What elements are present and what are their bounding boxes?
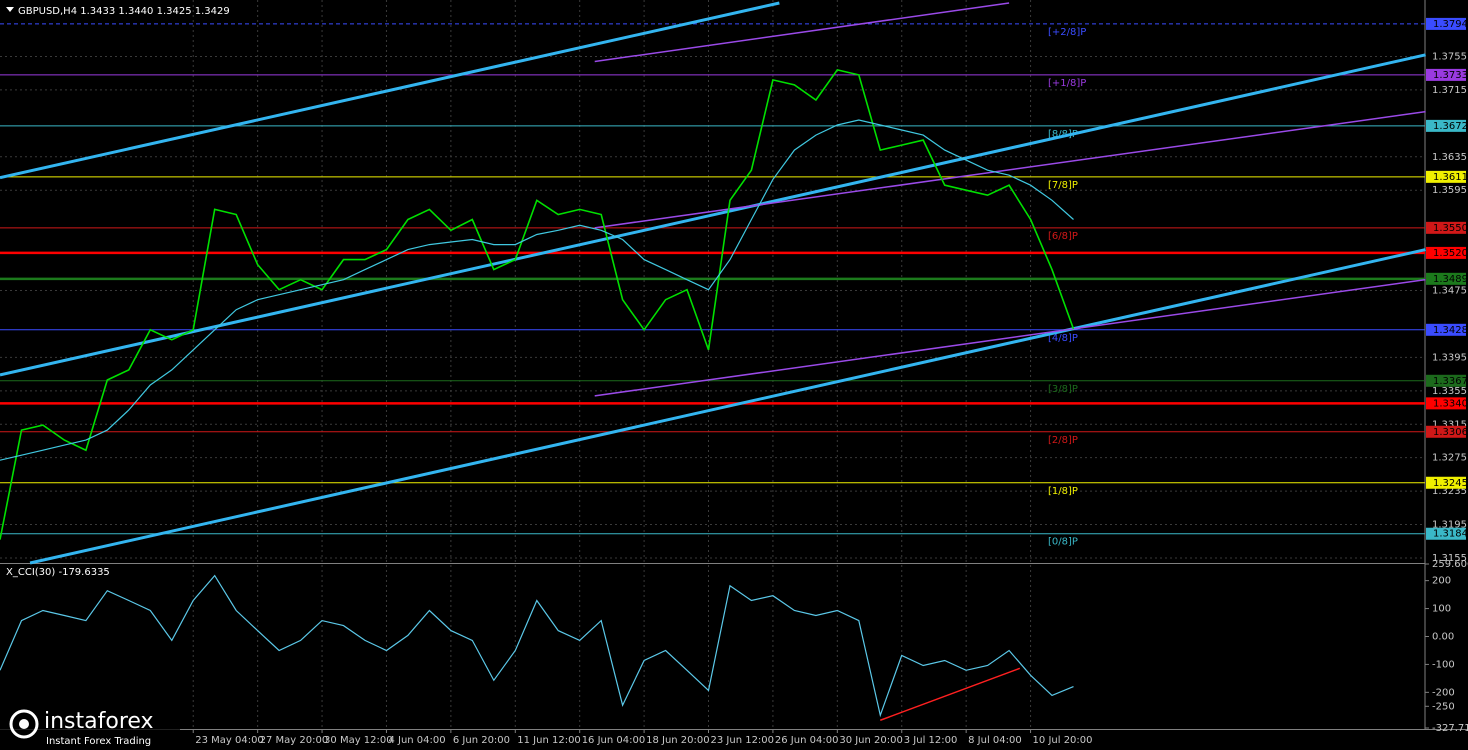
level-price-label: 1.3794 [1433,19,1468,30]
y-tick-label: 259.6065 [1432,559,1468,570]
price-line [0,68,1075,540]
y-tick-label: 1.3275 [1432,453,1467,464]
logo-tagline: Instant Forex Trading [46,736,151,747]
level-price-label: 1.3340 [1433,398,1468,409]
trend-line [594,110,1426,229]
y-tick-label: -200 [1432,687,1455,698]
x-tick-label: 30 Jun 20:00 [839,735,903,746]
level-tag: [7/8]P [1048,180,1078,191]
level-tag: [1/8]P [1048,486,1078,497]
panel-title: X_CCI(30) -179.6335 [6,567,110,578]
level-tag: [8/8]P [1048,129,1078,140]
level-price-label: 1.3489 [1433,274,1468,285]
level-price-box [1426,17,1466,30]
x-tick-label: 11 Jun 12:00 [517,735,581,746]
trend-line [594,278,1426,397]
x-tick-label: 18 Jun 20:00 [646,735,710,746]
price-line [0,119,1074,461]
level-price-label: 1.3428 [1433,325,1468,336]
y-tick-label: 1.3355 [1432,386,1467,397]
y-tick-label: 1.3755 [1432,51,1467,62]
level-tag: [+2/8]P [1048,27,1086,38]
y-tick-label: 1.3395 [1432,352,1467,363]
level-price-label: 1.3733 [1433,70,1468,81]
logo-icon-core [19,719,29,729]
level-price-label: 1.3611 [1433,172,1468,183]
y-tick-label: -327.719 [1432,723,1468,734]
menu-triangle [6,7,14,12]
trend-line [29,248,1426,565]
level-tag: [+1/8]P [1048,78,1086,89]
level-price-box [1426,246,1466,259]
trend-line [880,667,1021,721]
y-tick-label: 100 [1432,604,1451,615]
level-price-label: 1.3367 [1433,376,1468,387]
y-tick-label: 1.3315 [1432,419,1467,430]
x-tick-label: 4 Jun 04:00 [388,735,445,746]
y-tick-label: 1.3715 [1432,85,1467,96]
level-price-label: 1.3520 [1433,248,1468,259]
logo-icon [9,709,39,739]
level-price-box [1426,323,1466,336]
level-price-box [1426,374,1466,387]
level-price-box [1426,221,1466,234]
level-price-label: 1.3184 [1433,529,1468,540]
watermark: instaforex Instant Forex Trading [0,706,180,750]
y-tick-label: 0.00 [1432,631,1454,642]
trend-line [0,1,780,180]
y-tick-label: -250 [1432,701,1455,712]
level-price-box [1426,170,1466,183]
y-tick-label: 1.3475 [1432,286,1467,297]
y-tick-label: 1.3235 [1432,486,1467,497]
level-price-box [1426,119,1466,132]
panel-title: GBPUSD,H4 1.3433 1.3440 1.3425 1.3429 [18,6,230,17]
trend-line [0,53,1426,377]
trend-line [594,2,1010,63]
level-price-box [1426,272,1466,285]
level-price-label: 1.3306 [1433,427,1468,438]
x-tick-label: 8 Jul 04:00 [968,735,1022,746]
level-tag: [3/8]P [1048,384,1078,395]
y-tick-label: 1.3155 [1432,553,1467,564]
level-price-box [1426,476,1466,489]
x-tick-label: 6 Jun 20:00 [453,735,510,746]
level-price-label: 1.3245 [1433,478,1468,489]
logo-text: instaforex [44,709,154,734]
level-price-label: 1.3550 [1433,223,1468,234]
level-price-box [1426,68,1466,81]
y-tick-label: 1.3595 [1432,185,1467,196]
x-tick-label: 26 Jun 04:00 [775,735,839,746]
level-price-box [1426,397,1466,410]
level-price-box [1426,527,1466,540]
level-tag: [4/8]P [1048,333,1078,344]
x-tick-label: 3 Jul 12:00 [904,735,958,746]
y-tick-label: 1.3635 [1432,152,1467,163]
price-line [0,574,1074,718]
x-tick-label: 27 May 20:00 [260,735,329,746]
level-price-box [1426,425,1466,438]
level-tag: [0/8]P [1048,537,1078,548]
y-tick-label: 200 [1432,576,1451,587]
y-tick-label: -100 [1432,659,1455,670]
x-tick-label: 16 Jun 04:00 [582,735,646,746]
x-tick-label: 10 Jul 20:00 [1033,735,1093,746]
level-tag: [2/8]P [1048,435,1078,446]
x-tick-label: 30 May 12:00 [324,735,393,746]
x-tick-label: 23 May 04:00 [195,735,264,746]
y-tick-label: 1.3195 [1432,520,1467,531]
level-price-label: 1.3672 [1433,121,1468,132]
level-tag: [6/8]P [1048,231,1078,242]
x-tick-label: 23 Jun 12:00 [711,735,775,746]
